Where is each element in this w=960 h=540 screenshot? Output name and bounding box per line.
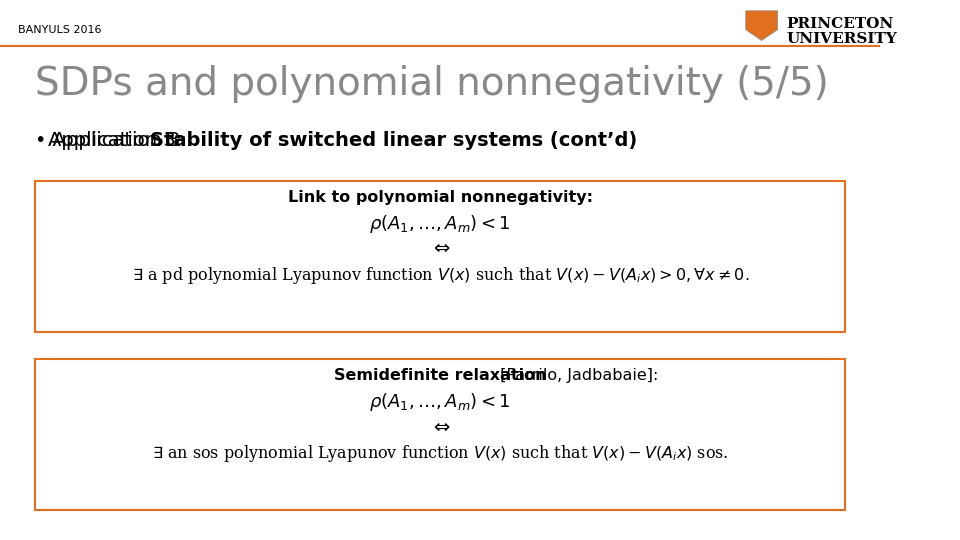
FancyBboxPatch shape — [36, 181, 845, 332]
Text: $\exists$ a pd polynomial Lyapunov function $V(x)$ such that $V(x)-V(A_ix)>0, \f: $\exists$ a pd polynomial Lyapunov funct… — [132, 265, 749, 286]
Text: • Application 3:: • Application 3: — [36, 131, 193, 150]
Text: Semidefinite relaxation: Semidefinite relaxation — [334, 368, 546, 383]
Text: $\exists$ an sos polynomial Lyapunov function $V(x)$ such that $V(x)-V(A_ix)$ so: $\exists$ an sos polynomial Lyapunov fun… — [152, 443, 729, 464]
Text: $\Leftrightarrow$: $\Leftrightarrow$ — [430, 417, 451, 436]
Text: PRINCETON: PRINCETON — [786, 17, 894, 31]
Text: [Parrilo, Jadbabaie]:: [Parrilo, Jadbabaie]: — [495, 368, 659, 383]
Text: Stability of switched linear systems (cont’d): Stability of switched linear systems (co… — [150, 131, 636, 150]
Polygon shape — [746, 11, 778, 40]
Text: SDPs and polynomial nonnegativity (5/5): SDPs and polynomial nonnegativity (5/5) — [36, 65, 829, 103]
Text: $\rho(A_1,\ldots,A_m) < 1$: $\rho(A_1,\ldots,A_m) < 1$ — [370, 392, 511, 413]
Text: Application 3:: Application 3: — [48, 131, 189, 150]
Text: $\Leftrightarrow$: $\Leftrightarrow$ — [430, 239, 451, 258]
FancyBboxPatch shape — [36, 359, 845, 510]
Text: Link to polynomial nonnegativity:: Link to polynomial nonnegativity: — [288, 190, 592, 205]
Text: BANYULS 2016: BANYULS 2016 — [17, 25, 101, 35]
Text: UNIVERSITY: UNIVERSITY — [786, 32, 897, 46]
Text: $\rho(A_1,\ldots,A_m) < 1$: $\rho(A_1,\ldots,A_m) < 1$ — [370, 213, 511, 235]
Text: • Application 3:: • Application 3: — [36, 131, 193, 150]
